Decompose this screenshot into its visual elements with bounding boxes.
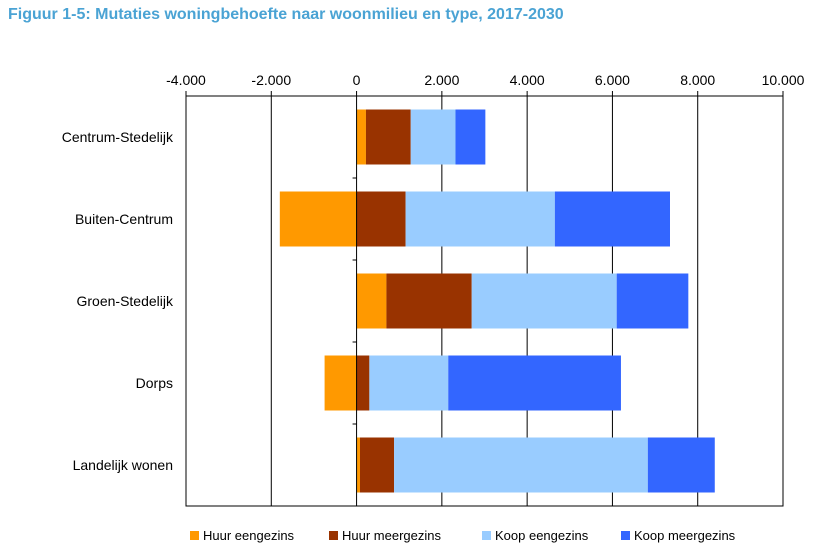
bar-segment xyxy=(405,191,555,247)
bar-segment xyxy=(448,355,621,411)
x-tick-label: 10.000 xyxy=(762,72,805,88)
legend-swatch xyxy=(621,531,630,540)
legend-label: Koop meergezins xyxy=(634,528,736,543)
bar-segment xyxy=(365,109,411,165)
bar-segment xyxy=(394,437,648,493)
axes xyxy=(185,91,784,507)
x-tick-label: 0 xyxy=(353,72,361,88)
legend-swatch xyxy=(482,531,491,540)
bar-segment xyxy=(455,109,486,165)
bar-segment xyxy=(369,355,449,411)
legend-label: Koop eengezins xyxy=(495,528,589,543)
x-tick-label: 6.000 xyxy=(595,72,630,88)
bar-segment xyxy=(554,191,670,247)
bars xyxy=(279,109,715,493)
category-label: Dorps xyxy=(136,375,173,391)
legend-swatch xyxy=(190,531,199,540)
x-tick-label: 8.000 xyxy=(680,72,715,88)
bar-segment xyxy=(359,437,395,493)
category-label: Groen-Stedelijk xyxy=(77,293,174,309)
bar-segment xyxy=(356,273,387,329)
bar-segment xyxy=(356,437,360,493)
labels: -4.000 -2.000 0 2.000 4.000 6.000 8.000 10.000 C… xyxy=(62,72,805,473)
x-tick-label: -4.000 xyxy=(166,72,206,88)
category-label: Centrum-Stedelijk xyxy=(62,129,174,145)
bar-segment xyxy=(356,109,366,165)
legend: Huur eengezins Huur meergezins Koop eengez… xyxy=(190,528,736,543)
category-label: Buiten-Centrum xyxy=(75,211,173,227)
bar-segment xyxy=(386,273,472,329)
x-tick-label: 2.000 xyxy=(424,72,459,88)
bar-segment xyxy=(471,273,617,329)
bar-segment xyxy=(356,191,406,247)
bar-segment xyxy=(356,355,370,411)
bar-segment xyxy=(410,109,456,165)
chart-title: Figuur 1-5: Mutaties woningbehoefte naar… xyxy=(8,6,564,23)
bar-segment xyxy=(324,355,357,411)
legend-swatch xyxy=(329,531,338,540)
bar-segment xyxy=(279,191,357,247)
category-label: Landelijk wonen xyxy=(73,457,173,473)
x-tick-label: 4.000 xyxy=(510,72,545,88)
bar-segment xyxy=(616,273,689,329)
x-tick-label: -2.000 xyxy=(251,72,291,88)
plot-frame xyxy=(185,95,784,507)
legend-label: Huur meergezins xyxy=(342,528,441,543)
bar-segment xyxy=(647,437,715,493)
legend-label: Huur eengezins xyxy=(203,528,295,543)
